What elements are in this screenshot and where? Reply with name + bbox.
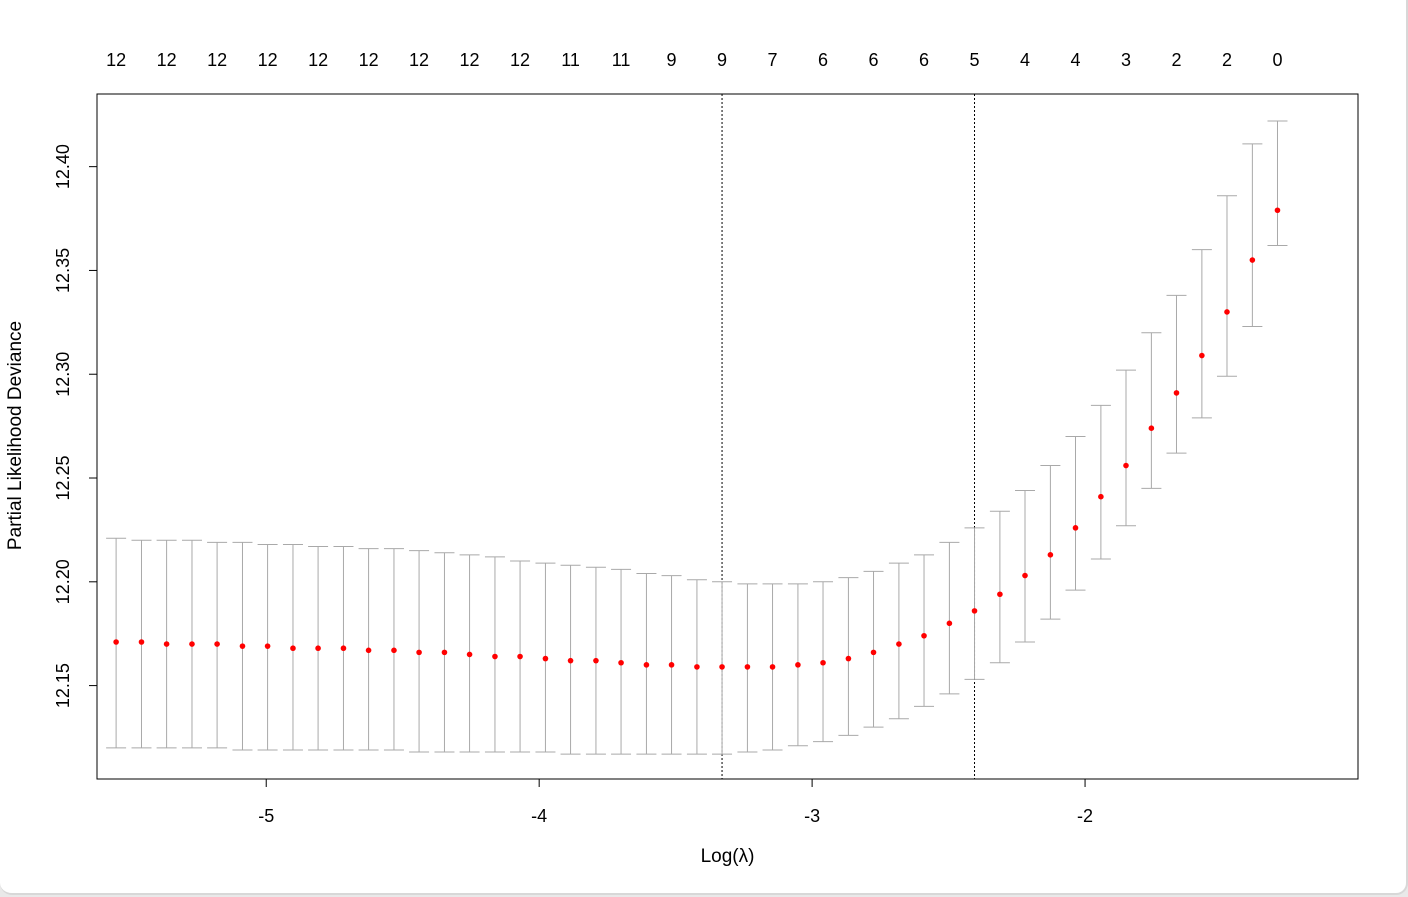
top-axis-label: 12 (510, 50, 530, 70)
mean-point (694, 664, 700, 670)
top-axis-label: 5 (970, 50, 980, 70)
top-axis-labels: 12 12 12 12 12 12 12 12 12 11 11 9 9 7 6 6 6 5 4 4 3 2 2 0 (106, 50, 1282, 70)
top-axis-label: 2 (1222, 50, 1232, 70)
mean-point (744, 664, 751, 670)
mean-point (189, 641, 195, 647)
mean-point (517, 653, 523, 660)
top-axis-label: 11 (612, 50, 631, 70)
top-axis-label: 12 (308, 50, 328, 70)
mean-point (113, 639, 119, 645)
mean-point (997, 591, 1003, 598)
mean-point (441, 649, 448, 656)
top-axis-label: 12 (460, 50, 480, 70)
mean-point (769, 664, 776, 670)
error-bars (106, 120, 1288, 755)
mean-point (1072, 525, 1079, 531)
top-axis-label: 12 (409, 50, 429, 70)
mean-point (1173, 390, 1180, 396)
top-axis-label: 9 (717, 50, 727, 70)
top-axis-label: 12 (359, 50, 379, 70)
mean-point (290, 645, 296, 652)
top-axis-label: 12 (207, 50, 227, 70)
mean-point (946, 620, 953, 627)
y-tick-label: 12.30 (53, 352, 73, 397)
top-axis-label: 6 (818, 50, 828, 70)
mean-point (1148, 425, 1155, 431)
mean-point (719, 664, 725, 670)
mean-point (315, 645, 321, 652)
mean-point (466, 651, 473, 658)
mean-point (668, 662, 675, 668)
mean-point (264, 643, 271, 649)
mean-point (921, 632, 927, 639)
mean-point (593, 657, 599, 664)
y-axis: 12.15 12.20 12.25 12.30 12.35 12.40 (53, 144, 98, 708)
top-axis-label: 6 (919, 50, 929, 70)
top-axis-label: 12 (258, 50, 278, 70)
mean-point (845, 655, 852, 662)
mean-point (214, 641, 220, 647)
top-axis-label: 11 (561, 50, 580, 70)
top-axis-label: 4 (1070, 50, 1080, 70)
mean-point (643, 662, 650, 668)
mean-point (138, 639, 145, 645)
mean-point (567, 657, 574, 664)
mean-point (365, 647, 372, 654)
mean-point (971, 608, 978, 614)
y-tick-label: 12.20 (53, 559, 73, 604)
x-tick-label: -4 (531, 806, 547, 826)
mean-point (1224, 309, 1230, 315)
top-axis-label: 4 (1020, 50, 1030, 70)
mean-point (1274, 207, 1281, 214)
mean-point (1199, 352, 1205, 359)
y-axis-label: Partial Likelihood Deviance (5, 321, 26, 550)
y-tick-label: 12.25 (53, 455, 73, 500)
mean-point (795, 662, 801, 668)
plot-area-border (96, 93, 1359, 780)
mean-point (239, 643, 246, 649)
mean-point (1123, 462, 1129, 469)
top-axis-label: 6 (869, 50, 879, 70)
mean-point (870, 649, 877, 656)
x-tick-label: -5 (258, 806, 274, 826)
x-tick-label: -2 (1077, 806, 1093, 826)
top-axis-label: 12 (106, 50, 126, 70)
mean-point (618, 659, 624, 666)
mean-point (1047, 552, 1054, 558)
mean-point (163, 641, 170, 647)
top-axis-label: 0 (1272, 50, 1282, 70)
top-axis-label: 9 (667, 50, 677, 70)
mean-point (1249, 257, 1256, 263)
mean-point (492, 653, 498, 660)
data-points (113, 207, 1281, 670)
x-axis: -5 -4 -3 -2 (258, 778, 1093, 826)
y-tick-label: 12.15 (53, 663, 73, 708)
mean-point (391, 647, 397, 654)
mean-point (820, 659, 826, 666)
y-tick-label: 12.40 (53, 144, 73, 189)
mean-point (416, 649, 422, 656)
x-axis-label: Log(λ) (701, 846, 755, 867)
top-axis-label: 7 (768, 50, 778, 70)
mean-point (542, 655, 549, 662)
mean-point (896, 641, 902, 647)
mean-point (1098, 493, 1104, 500)
y-tick-label: 12.35 (53, 248, 73, 293)
mean-point (340, 645, 347, 652)
top-axis-label: 12 (157, 50, 177, 70)
mean-point (1022, 572, 1028, 579)
x-tick-label: -3 (804, 806, 820, 826)
top-axis-label: 3 (1121, 50, 1131, 70)
top-axis-label: 2 (1171, 50, 1181, 70)
